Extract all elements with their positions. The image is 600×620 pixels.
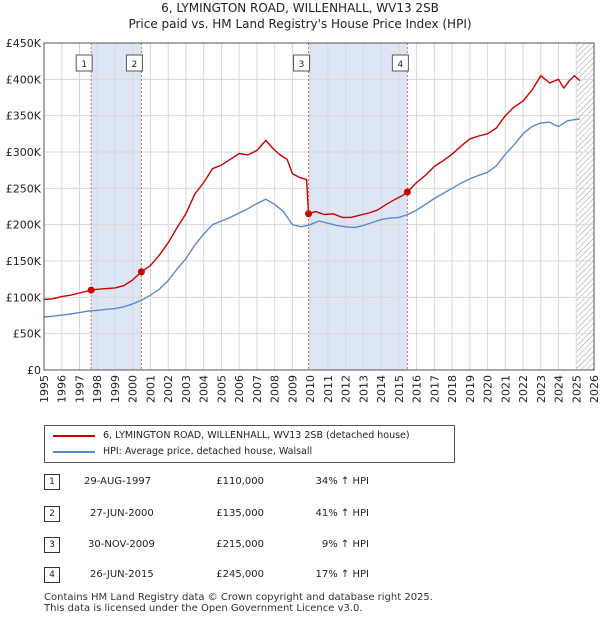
transaction-hpi: 34% ↑ HPI [315, 476, 369, 487]
sale-point [305, 210, 313, 218]
y-tick-label: £400K [6, 73, 42, 86]
x-tick-label: 2018 [446, 375, 459, 403]
x-tick-label: 2006 [233, 375, 246, 403]
x-tick-label: 2004 [198, 375, 211, 403]
x-tick-label: 2013 [357, 375, 370, 403]
transaction-date: 29-AUG-1997 [84, 476, 152, 487]
transaction-date: 26-JUN-2015 [90, 569, 154, 580]
x-tick-label: 2003 [180, 375, 193, 403]
sale-label-box [75, 54, 93, 72]
x-tick-label: 2007 [251, 375, 264, 403]
x-tick-label: 2001 [144, 375, 157, 403]
x-tick-label: 1996 [56, 375, 69, 403]
y-tick-label: £350K [6, 110, 42, 123]
x-tick-label: 2005 [215, 375, 228, 403]
x-tick-label: 2008 [269, 375, 282, 403]
shaded-period [308, 43, 408, 370]
footer-copyright: Contains HM Land Registry data © Crown c… [44, 592, 433, 603]
x-tick-label: 2024 [553, 375, 566, 403]
x-tick-label: 2002 [162, 375, 175, 403]
sale-label-box [125, 54, 143, 72]
y-tick-label: £200K [6, 219, 42, 232]
shaded-period [91, 43, 142, 370]
x-tick-label: 2016 [411, 375, 424, 403]
y-tick-label: £100K [6, 291, 42, 304]
legend-label-property: 6, LYMINGTON ROAD, WILLENHALL, WV13 2SB … [103, 430, 410, 441]
x-tick-label: 2026 [588, 375, 600, 403]
sale-point [137, 268, 145, 276]
sale-label-number: 2 [132, 60, 138, 70]
sale-label-number: 3 [299, 60, 305, 70]
y-tick-label: £250K [6, 182, 42, 195]
x-tick-label: 2014 [375, 375, 388, 403]
transaction-hpi: 17% ↑ HPI [315, 569, 369, 580]
transaction-date: 27-JUN-2000 [90, 508, 154, 519]
footer-licence: This data is licensed under the Open Gov… [44, 603, 363, 614]
price-chart: 1 2 3 4 £0 £50K £100K £150K £200K £250K £300K £350K… [6, 37, 600, 403]
chart-subtitle: Price paid vs. HM Land Registry's House … [128, 17, 472, 31]
legend: 6, LYMINGTON ROAD, WILLENHALL, WV13 2SB … [44, 425, 455, 463]
x-tick-label: 2011 [322, 375, 335, 403]
transaction-hpi: 41% ↑ HPI [315, 508, 369, 519]
x-tick-label: 2000 [127, 375, 140, 403]
sale-label-box [293, 54, 311, 72]
legend-swatch-hpi [53, 451, 95, 453]
transaction-date: 30-NOV-2009 [88, 539, 155, 550]
forecast-hatch [576, 43, 594, 370]
plot-border [43, 42, 595, 371]
x-tick-label: 1997 [73, 375, 86, 403]
x-tick-label: 2020 [482, 375, 495, 403]
x-tick-label: 2022 [517, 375, 530, 403]
x-tick-label: 1995 [38, 375, 51, 403]
x-tick-label: 1998 [91, 375, 104, 403]
transaction-number: 3 [44, 537, 60, 553]
x-tick-label: 2021 [499, 375, 512, 403]
sale-label-number: 1 [81, 60, 87, 70]
x-tick-label: 2017 [428, 375, 441, 403]
sale-label-box [391, 54, 409, 72]
transaction-price: £135,000 [216, 508, 264, 519]
x-tick-label: 2010 [304, 375, 317, 403]
transaction-number: 1 [44, 474, 60, 490]
y-tick-label: £0 [27, 364, 41, 377]
x-tick-label: 2025 [570, 375, 583, 403]
transaction-price: £245,000 [216, 569, 264, 580]
y-tick-label: £50K [13, 328, 42, 341]
sale-point [403, 188, 411, 196]
x-tick-label: 2015 [393, 375, 406, 403]
transaction-number: 4 [44, 567, 60, 583]
sale-label-number: 4 [397, 60, 403, 70]
x-tick-label: 2012 [340, 375, 353, 403]
chart-title: 6, LYMINGTON ROAD, WILLENHALL, WV13 2SB [161, 1, 439, 15]
y-tick-label: £300K [6, 146, 42, 159]
y-tick-label: £150K [6, 255, 42, 268]
hpi-line [43, 118, 580, 318]
x-tick-label: 2023 [535, 375, 548, 403]
x-tick-label: 2019 [464, 375, 477, 403]
x-tick-label: 1999 [109, 375, 122, 403]
legend-swatch-property [53, 435, 95, 437]
y-tick-label: £450K [6, 37, 42, 50]
legend-label-hpi: HPI: Average price, detached house, Wals… [103, 446, 313, 457]
x-tick-label: 2009 [286, 375, 299, 403]
transaction-price: £215,000 [216, 539, 264, 550]
transaction-hpi: 9% ↑ HPI [321, 539, 369, 550]
sale-point [87, 286, 95, 294]
transaction-price: £110,000 [216, 476, 264, 487]
transaction-number: 2 [44, 506, 60, 522]
